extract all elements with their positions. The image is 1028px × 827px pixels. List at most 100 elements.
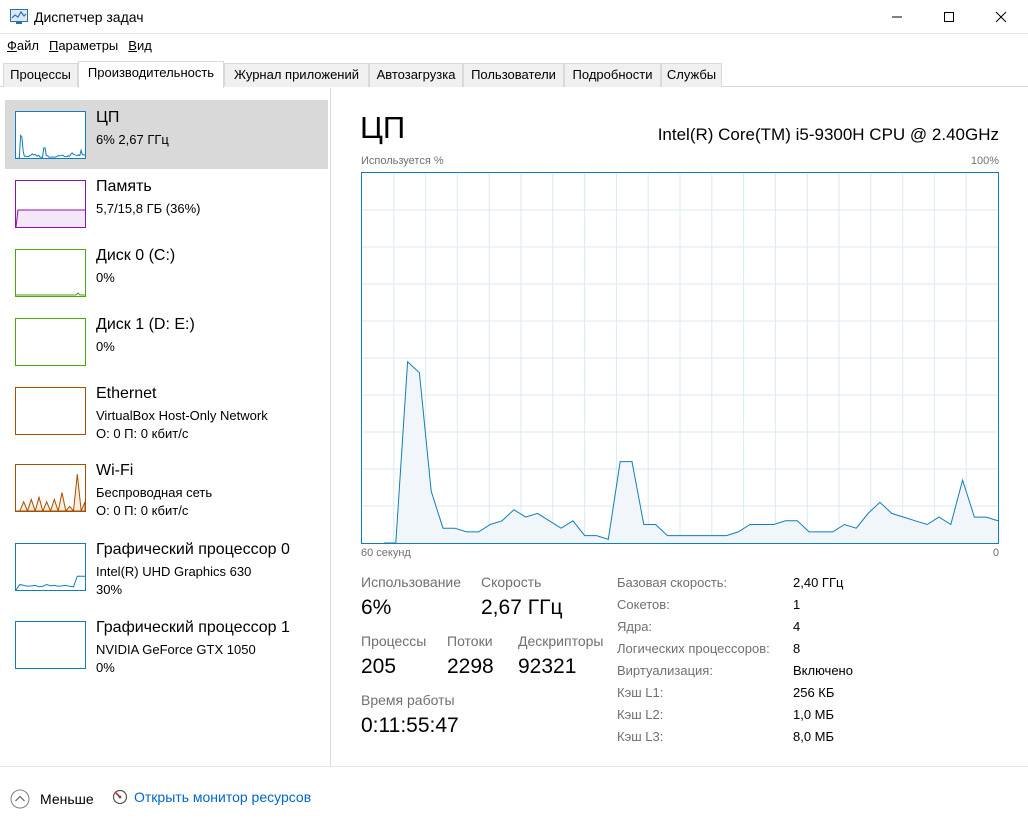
sidebar-item-ethernet[interactable]: Ethernet VirtualBox Host-Only Network О:… <box>5 376 328 445</box>
page-title: ЦП <box>360 110 406 145</box>
sidebar-item-value: 0% <box>96 270 115 285</box>
sidebar-item-throughput: О: 0 П: 0 кбит/с <box>96 426 189 441</box>
tab-startup[interactable]: Автозагрузка <box>369 63 463 87</box>
sidebar-item-label: Wi-Fi <box>96 462 134 479</box>
ethernet-thumbnail <box>15 387 86 435</box>
menu-options[interactable]: Параметры <box>48 38 119 53</box>
spec-value: 256 КБ <box>793 685 835 700</box>
minimize-icon <box>892 16 902 17</box>
cpu-usage-graph-svg <box>362 173 999 544</box>
sidebar-item-value: 30% <box>96 582 123 597</box>
tab-details[interactable]: Подробности <box>564 63 661 87</box>
handles-value: 92321 <box>518 655 577 678</box>
spec-value: 8,0 МБ <box>793 729 835 744</box>
open-resource-monitor-link[interactable]: Открыть монитор ресурсов <box>112 789 311 805</box>
minimize-button[interactable] <box>874 0 920 33</box>
sidebar-item-detail: VirtualBox Host-Only Network <box>96 408 268 423</box>
sidebar-item-value: 5,7/15,8 ГБ (36%) <box>96 201 201 216</box>
gpu0-thumbnail <box>15 543 86 591</box>
task-manager-app-icon <box>10 9 28 24</box>
spec-value: 1,0 МБ <box>793 707 835 722</box>
spec-label: Логических процессоров: <box>617 641 770 656</box>
sidebar-item-label: Графический процессор 0 <box>96 541 290 558</box>
close-icon <box>995 11 1007 22</box>
maximize-icon <box>944 11 954 22</box>
spec-value: 2,40 ГГц <box>793 575 844 590</box>
cpu-thumbnail-graph <box>18 134 85 158</box>
cpu-usage-graph <box>361 172 999 544</box>
sidebar-item-label: Графический процессор 1 <box>96 619 290 636</box>
resource-monitor-icon <box>112 789 128 805</box>
spec-label: Сокетов: <box>617 597 670 612</box>
processes-value: 205 <box>361 655 397 678</box>
sidebar-item-detail: Беспроводная сеть <box>96 485 213 500</box>
spec-value: Включено <box>793 663 853 678</box>
tab-performance[interactable]: Производительность <box>78 61 224 88</box>
sidebar-item-value: 6% 2,67 ГГц <box>96 132 169 147</box>
spec-value: 8 <box>793 641 801 656</box>
spec-label: Базовая скорость: <box>617 575 728 590</box>
sidebar-item-value: 0% <box>96 660 115 675</box>
maximize-button[interactable] <box>926 0 972 33</box>
sidebar-item-memory[interactable]: Память 5,7/15,8 ГБ (36%) <box>5 169 328 238</box>
gpu1-thumbnail <box>15 621 86 669</box>
uptime-label: Время работы <box>361 692 455 708</box>
disk0-thumbnail-graph <box>16 292 85 296</box>
cpu-usage-line <box>384 360 999 544</box>
graph-x-start: 60 секунд <box>361 547 411 559</box>
speed-label: Скорость <box>481 574 542 590</box>
fewer-details-label: Меньше <box>40 791 94 807</box>
tab-services[interactable]: Службы <box>661 63 722 87</box>
cpu-thumbnail <box>15 111 86 159</box>
spec-label: Кэш L1: <box>617 685 664 700</box>
sidebar-item-gpu0[interactable]: Графический процессор 0 Intel(R) UHD Gra… <box>5 532 328 601</box>
sidebar-item-detail: NVIDIA GeForce GTX 1050 <box>96 642 256 657</box>
fewer-details-button[interactable]: Меньше <box>10 789 94 809</box>
footer-bar: Меньше Открыть монитор ресурсов <box>0 766 1028 827</box>
sidebar-item-disk1[interactable]: Диск 1 (D: E:) 0% <box>5 307 328 376</box>
title-bar[interactable]: Диспетчер задач <box>0 0 1028 34</box>
resource-sidebar: ЦП 6% 2,67 ГГц Память 5,7/15,8 ГБ (36%) … <box>0 88 331 766</box>
spec-label: Кэш L2: <box>617 707 664 722</box>
sidebar-item-disk0[interactable]: Диск 0 (C:) 0% <box>5 238 328 307</box>
menu-file[interactable]: Файл <box>7 38 39 53</box>
disk0-thumbnail <box>15 249 86 297</box>
speed-value: 2,67 ГГц <box>481 596 563 619</box>
spec-value: 4 <box>793 619 801 634</box>
menu-view[interactable]: Вид <box>128 38 152 53</box>
sidebar-item-label: Диск 0 (C:) <box>96 247 176 264</box>
cpu-usage-area <box>384 361 998 543</box>
gpu0-thumbnail-graph <box>16 575 85 590</box>
spec-label: Кэш L3: <box>617 729 664 744</box>
tab-processes[interactable]: Процессы <box>3 63 78 87</box>
sidebar-item-label: Диск 1 (D: E:) <box>96 316 195 333</box>
wifi-thumbnail-graph <box>16 474 85 511</box>
graph-gridlines <box>362 173 998 543</box>
tab-bar: Процессы Производительность Журнал прило… <box>0 61 1028 88</box>
spec-label: Ядра: <box>617 619 653 634</box>
handles-label: Дескрипторы <box>518 633 604 649</box>
spec-value: 1 <box>793 597 801 612</box>
tab-users[interactable]: Пользователи <box>463 63 564 87</box>
graph-x-end: 0 <box>992 547 999 559</box>
tab-app-history[interactable]: Журнал приложений <box>224 63 369 87</box>
sidebar-item-cpu[interactable]: ЦП 6% 2,67 ГГц <box>5 100 328 169</box>
open-resource-monitor-label: Открыть монитор ресурсов <box>134 789 312 805</box>
threads-label: Потоки <box>447 633 493 649</box>
sidebar-item-gpu1[interactable]: Графический процессор 1 NVIDIA GeForce G… <box>5 610 328 679</box>
memory-thumbnail <box>15 180 86 228</box>
sidebar-item-wifi[interactable]: Wi-Fi Беспроводная сеть О: 0 П: 0 кбит/с <box>5 453 328 522</box>
cpu-detail-panel: ЦП Intel(R) Core(TM) i5-9300H CPU @ 2.40… <box>332 88 1028 766</box>
menu-bar: Файл Параметры Вид <box>0 34 1028 58</box>
cpu-model-name: Intel(R) Core(TM) i5-9300H CPU @ 2.40GHz <box>657 125 999 144</box>
memory-thumbnail-graph <box>16 209 85 227</box>
sidebar-item-label: Ethernet <box>96 385 157 402</box>
wifi-thumbnail <box>15 464 86 512</box>
sidebar-item-label: Память <box>96 178 152 195</box>
close-button[interactable] <box>978 0 1024 33</box>
processes-label: Процессы <box>361 633 427 649</box>
disk1-thumbnail <box>15 318 86 366</box>
sidebar-item-label: ЦП <box>96 109 120 126</box>
chevron-up-icon <box>10 789 30 809</box>
usage-value: 6% <box>361 596 392 619</box>
